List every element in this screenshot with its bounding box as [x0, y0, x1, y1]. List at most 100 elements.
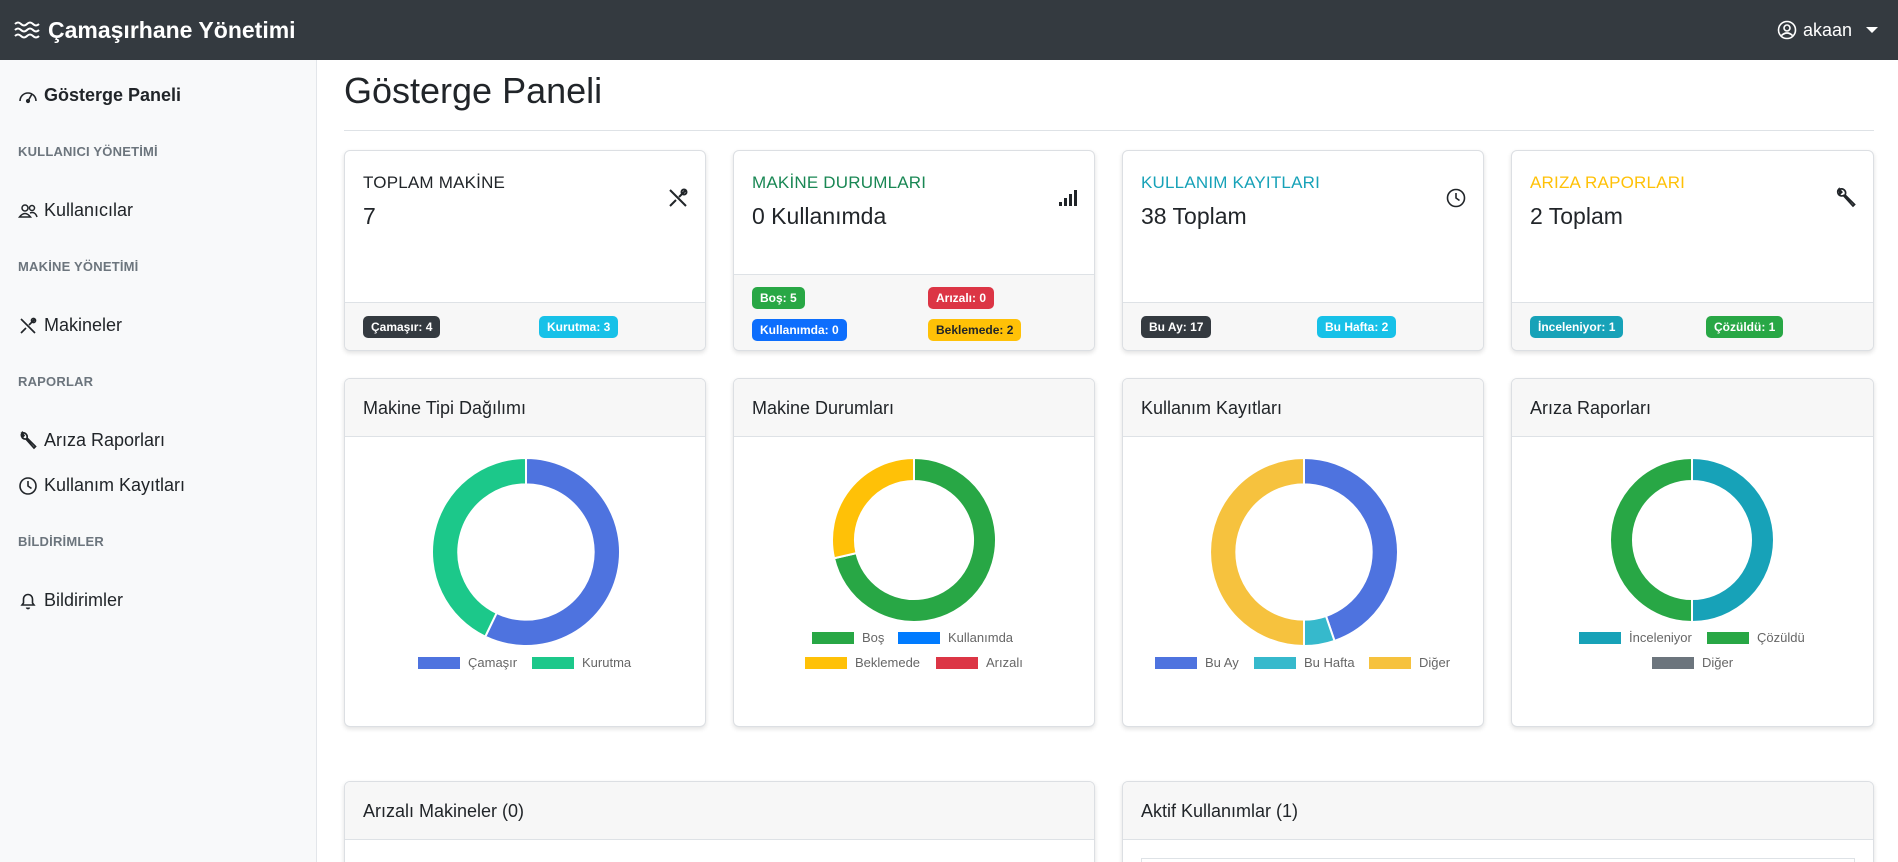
sidebar-heading-reports: RAPORLAR: [18, 374, 94, 389]
legend-swatch: [898, 631, 940, 644]
title-divider: [344, 130, 1874, 131]
sidebar-item-users[interactable]: Kullanıcılar: [18, 200, 133, 221]
stat-footer: Boş: 5 Arızalı: 0 Kullanımda: 0 Beklemed…: [734, 274, 1094, 350]
badge-idle: Boş: 5: [752, 287, 805, 309]
legend-swatch: [805, 656, 847, 669]
donut-chart-machine-type[interactable]: [431, 457, 621, 647]
sidebar-item-label: Arıza Raporları: [44, 430, 166, 450]
badge-resolved: Çözüldü: 1: [1706, 316, 1784, 338]
donut-slice-Beklemede[interactable]: [831, 457, 915, 560]
legend-label: Bu Hafta: [1304, 655, 1355, 670]
donut-slice-İnceleniyor[interactable]: [1691, 457, 1775, 623]
donut-chart-machine-status[interactable]: [831, 457, 997, 623]
tools-icon: [669, 188, 688, 207]
sidebar-item-notifications[interactable]: Bildirimler: [18, 590, 123, 611]
badge-dryer-count: Kurutma: 3: [539, 316, 619, 338]
caret-down-icon: [1866, 27, 1878, 33]
chart-title: Kullanım Kayıtları: [1123, 379, 1483, 437]
sidebar-item-label: Gösterge Paneli: [44, 85, 182, 105]
top-navbar: Çamaşırhane Yönetimi akaan: [0, 0, 1898, 60]
legend-item[interactable]: Kullanımda: [898, 630, 1013, 645]
legend-item[interactable]: Arızalı: [936, 655, 1023, 670]
donut-chart-faults[interactable]: [1609, 457, 1775, 623]
sidebar-item-label: Kullanıcılar: [44, 200, 134, 220]
tools-icon: [20, 317, 37, 334]
legend-item[interactable]: Boş: [812, 630, 884, 645]
chart-title: Makine Durumları: [734, 379, 1094, 437]
sidebar-item-label: Kullanım Kayıtları: [44, 475, 186, 495]
legend-item[interactable]: Diğer: [1369, 655, 1450, 670]
clock-icon: [1446, 188, 1466, 208]
donut-slice-Boş[interactable]: [832, 457, 997, 623]
active-usages-table: [1141, 858, 1855, 862]
legend-item[interactable]: Çözüldü: [1707, 630, 1805, 645]
legend-label: Boş: [862, 630, 885, 645]
wrench-icon: [20, 430, 37, 449]
sidebar-item-dashboard[interactable]: Gösterge Paneli: [18, 85, 181, 106]
chart-card-usage: Kullanım Kayıtları Bu Ay Bu Hafta Diğer: [1122, 378, 1484, 727]
badge-faulty: Arızalı: 0: [928, 287, 995, 309]
badge-this-week: Bu Hafta: 2: [1317, 316, 1397, 338]
stat-card-total-machines: TOPLAM MAKİNE 7 Çamaşır: 4 Kurutma: 3: [344, 150, 706, 351]
chart-title: Arıza Raporları: [1512, 379, 1873, 437]
brand-link[interactable]: Çamaşırhane Yönetimi: [14, 17, 296, 44]
clock-icon: [19, 476, 37, 495]
card-title: Aktif Kullanımlar (1): [1123, 782, 1873, 840]
legend-label: İnceleniyor: [1629, 630, 1692, 645]
legend-item[interactable]: Kurutma: [532, 655, 631, 670]
legend-swatch: [1652, 656, 1694, 669]
bell-icon: [20, 593, 36, 609]
active-usages-card: Aktif Kullanımlar (1): [1122, 781, 1874, 862]
badge-investigating: İnceleniyor: 1: [1530, 316, 1624, 338]
page-title: Gösterge Paneli: [344, 70, 603, 111]
donut-slice-Kurutma[interactable]: [431, 457, 527, 639]
stat-value: 2 Toplam: [1530, 203, 1623, 229]
chart-card-machine-type: Makine Tipi Dağılımı Çamaşır Kurutma: [344, 378, 706, 727]
sidebar-item-label: Bildirimler: [44, 590, 124, 610]
stat-title: MAKİNE DURUMLARI: [752, 173, 927, 192]
stat-title: ARIZA RAPORLARI: [1530, 173, 1686, 192]
donut-chart-usage[interactable]: [1209, 457, 1399, 647]
donut-slice-Çözüldü[interactable]: [1609, 457, 1693, 623]
badge-this-month: Bu Ay: 17: [1141, 316, 1212, 338]
legend-item[interactable]: Bu Ay: [1155, 655, 1239, 670]
sidebar-heading-users: KULLANICI YÖNETİMİ: [18, 144, 158, 159]
user-name: akaan: [1802, 19, 1852, 40]
stat-title: TOPLAM MAKİNE: [363, 173, 506, 192]
brand-title: Çamaşırhane Yönetimi: [48, 16, 296, 43]
sidebar-item-machines[interactable]: Makineler: [18, 315, 122, 336]
legend-label: Kurutma: [582, 655, 632, 670]
donut-slice-Çamaşır[interactable]: [483, 457, 621, 647]
badge-washer-count: Çamaşır: 4: [363, 316, 441, 338]
legend-label: Beklemede: [855, 655, 921, 670]
donut-slice-Diğer[interactable]: [1209, 457, 1305, 647]
legend-item[interactable]: Bu Hafta: [1254, 655, 1355, 670]
stat-footer: İnceleniyor: 1 Çözüldü: 1: [1512, 302, 1873, 350]
stat-footer: Çamaşır: 4 Kurutma: 3: [345, 302, 705, 350]
signal-bars-icon: [1059, 190, 1077, 206]
badge-in-use: Kullanımda: 0: [752, 319, 847, 341]
legend-item[interactable]: Çamaşır: [418, 655, 517, 670]
sidebar-item-usage-logs[interactable]: Kullanım Kayıtları: [18, 475, 185, 496]
stat-card-machine-status: MAKİNE DURUMLARI 0 Kullanımda Boş: 5 Arı…: [733, 150, 1095, 351]
user-dropdown[interactable]: akaan: [1777, 20, 1884, 41]
donut-slice-Bu Ay[interactable]: [1303, 457, 1399, 643]
sidebar-heading-notifications: BİLDİRİMLER: [18, 534, 104, 549]
legend-item[interactable]: Beklemede: [805, 655, 920, 670]
legend-swatch: [1369, 656, 1411, 669]
stat-value: 38 Toplam: [1141, 203, 1247, 229]
legend-item[interactable]: İnceleniyor: [1579, 630, 1692, 645]
badge-waiting: Beklemede: 2: [928, 319, 1022, 341]
sidebar-item-fault-reports[interactable]: Arıza Raporları: [18, 430, 165, 451]
sidebar: Gösterge Paneli KULLANICI YÖNETİMİ Kulla…: [0, 60, 317, 862]
legend-swatch: [1254, 656, 1296, 669]
sidebar-item-label: Makineler: [44, 315, 123, 335]
legend-swatch: [1155, 656, 1197, 669]
legend-item[interactable]: Diğer: [1652, 655, 1733, 670]
legend-swatch: [812, 631, 854, 644]
stat-value: 7: [363, 203, 376, 229]
stat-value: 0 Kullanımda: [752, 203, 887, 229]
stat-card-fault-reports: ARIZA RAPORLARI 2 Toplam İnceleniyor: 1 …: [1511, 150, 1874, 351]
stat-title: KULLANIM KAYITLARI: [1141, 173, 1321, 192]
water-waves-icon: [14, 21, 40, 39]
